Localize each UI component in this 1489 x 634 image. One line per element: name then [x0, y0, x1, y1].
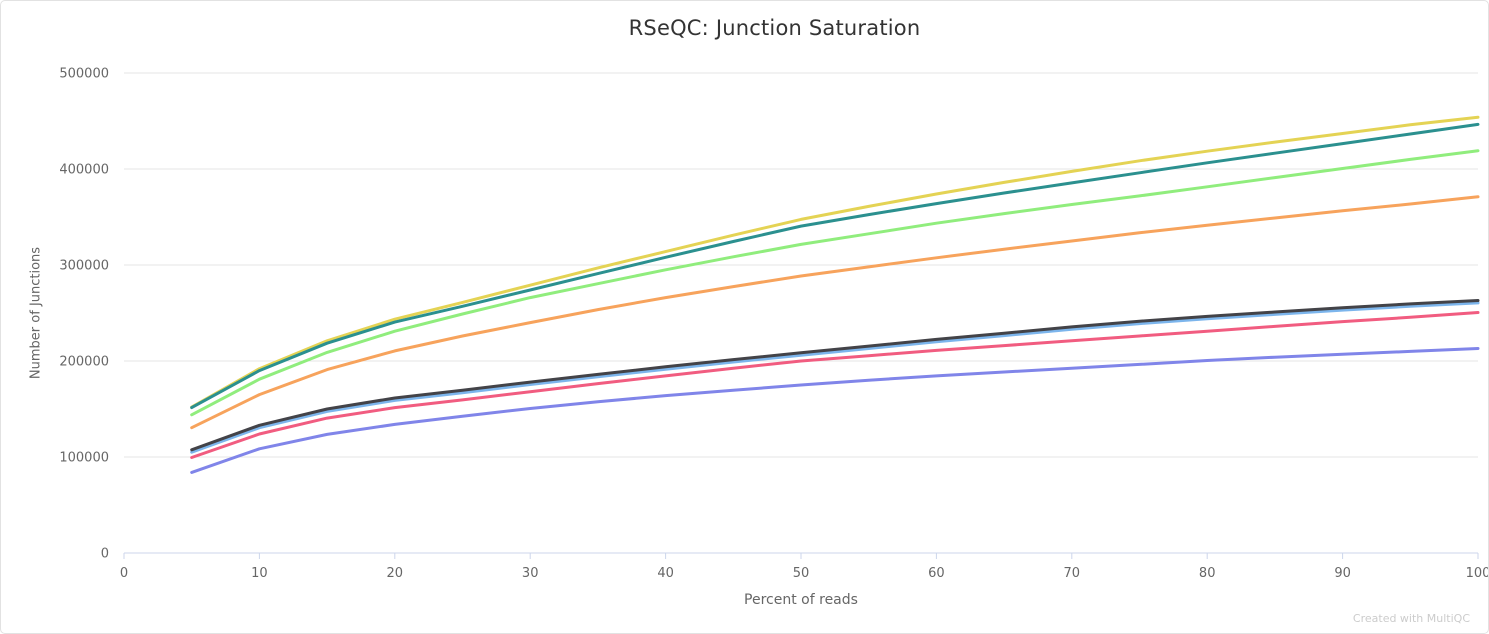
y-tick-label: 400000: [59, 163, 109, 178]
x-tick-label: 90: [1334, 566, 1351, 581]
x-tick-label: 80: [1199, 566, 1216, 581]
x-tick-label: 40: [657, 566, 674, 581]
series-line-orange[interactable]: [190, 195, 1480, 430]
series-line-yellow[interactable]: [190, 115, 1480, 409]
series-line-light-blue[interactable]: [190, 301, 1480, 454]
y-tick-label: 300000: [59, 259, 109, 274]
y-axis-title: Number of Junctions: [28, 246, 44, 380]
series-line-teal[interactable]: [190, 122, 1480, 410]
x-tick-label: 0: [120, 566, 128, 581]
x-tick-label: 100: [1466, 566, 1489, 581]
x-tick-label: 70: [1064, 566, 1081, 581]
x-tick-label: 60: [928, 566, 945, 581]
chart-title: RSeQC: Junction Saturation: [628, 16, 921, 40]
series-line-purple[interactable]: [190, 347, 1480, 474]
x-tick-label: 50: [793, 566, 810, 581]
x-axis-title: Percent of reads: [744, 592, 858, 608]
series-line-dark-gray[interactable]: [190, 299, 1480, 452]
y-tick-label: 500000: [59, 67, 109, 82]
series-line-pink[interactable]: [190, 311, 1480, 459]
y-tick-label: 100000: [59, 451, 109, 466]
y-tick-label: 0: [101, 547, 109, 562]
multiqc-watermark: Created with MultiQC: [1352, 612, 1470, 625]
x-tick-label: 30: [522, 566, 539, 581]
y-tick-label: 200000: [59, 355, 109, 370]
x-tick-label: 10: [251, 566, 268, 581]
series-line-green[interactable]: [190, 149, 1480, 417]
x-tick-label: 20: [387, 566, 404, 581]
